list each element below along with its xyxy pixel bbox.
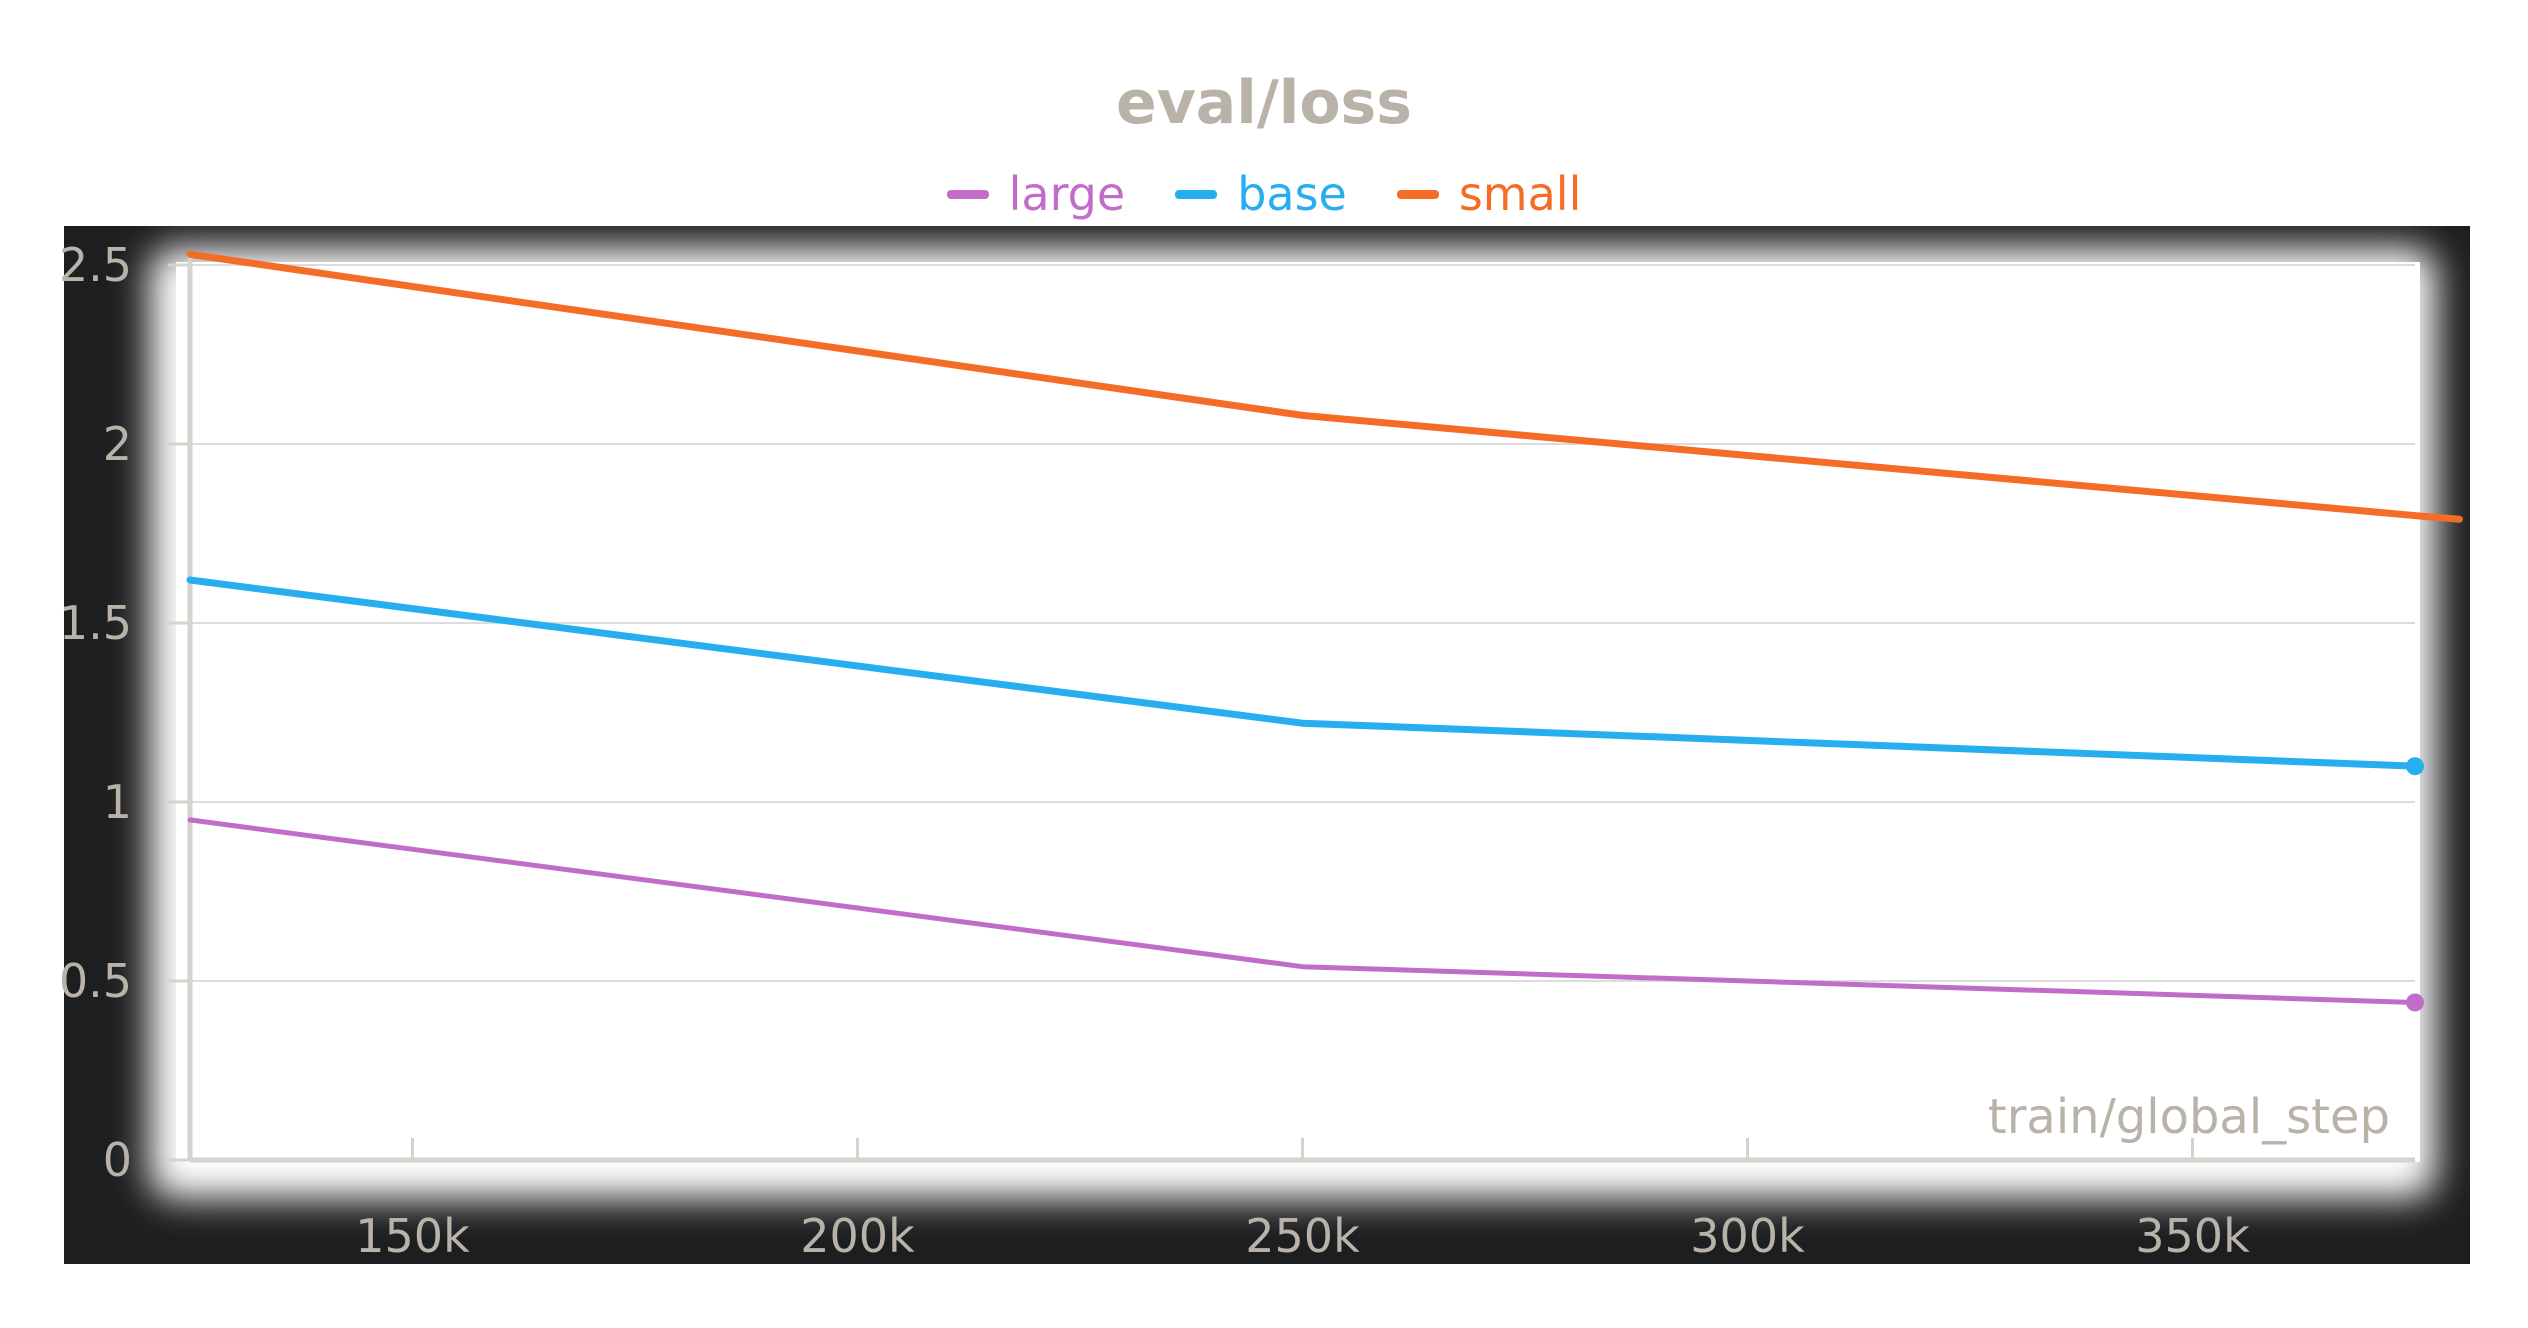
y-tick-label: 2 (103, 417, 132, 471)
legend: large base small (0, 164, 2528, 224)
legend-label-small: small (1458, 167, 1582, 221)
x-tick-label: 200k (800, 1209, 915, 1263)
legend-swatch-base (1175, 189, 1218, 199)
series-line-large[interactable] (187, 817, 2418, 1005)
chart-title: eval/loss (1116, 68, 1412, 138)
series-line-small[interactable] (186, 250, 2463, 523)
legend-item-base[interactable]: base (1175, 167, 1347, 221)
y-tick-label: 1 (103, 775, 132, 829)
series-point-large[interactable] (2406, 993, 2424, 1012)
legend-swatch-large (946, 189, 989, 199)
y-tick-label: 2.5 (59, 238, 132, 292)
legend-label-base: base (1237, 167, 1347, 221)
legend-item-large[interactable]: large (946, 167, 1126, 221)
y-tick-label: 1.5 (59, 596, 132, 650)
legend-label-large: large (1008, 167, 1126, 221)
plot-area (176, 262, 2420, 1162)
legend-item-small[interactable]: small (1396, 167, 1582, 221)
x-tick-label: 150k (355, 1209, 470, 1263)
x-axis-label: train/global_step (1988, 1089, 2390, 1145)
series-line-base[interactable] (186, 576, 2419, 770)
x-tick-label: 250k (1245, 1209, 1360, 1263)
legend-swatch-small (1396, 189, 1439, 199)
x-tick-label: 300k (1690, 1209, 1805, 1263)
y-tick-label: 0 (103, 1133, 132, 1187)
y-tick-label: 0.5 (59, 954, 132, 1008)
series-point-base[interactable] (2406, 757, 2424, 776)
x-tick-label: 350k (2135, 1209, 2250, 1263)
